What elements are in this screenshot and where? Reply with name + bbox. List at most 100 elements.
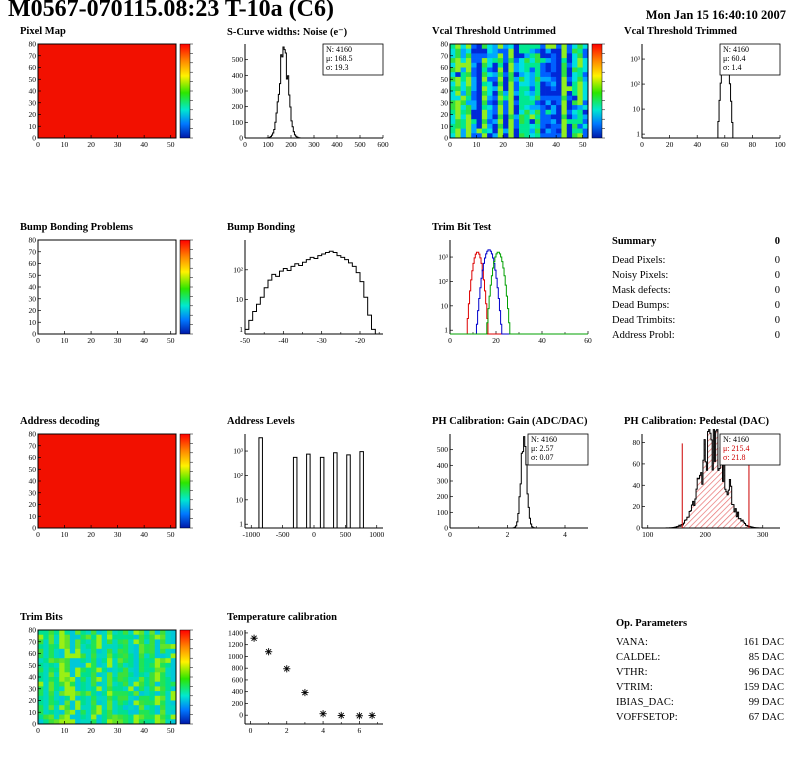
svg-text:1: 1 xyxy=(239,520,243,529)
svg-text:20: 20 xyxy=(666,140,674,149)
pixel-map-plot: 0 10 20 30 40 50 0 10 20 30 40 50 60 70 80 xyxy=(29,40,193,149)
svg-text:20: 20 xyxy=(633,502,641,511)
summary-title: Summary xyxy=(612,236,657,247)
svg-text:200: 200 xyxy=(700,530,712,539)
op-parameters-header: Op. Parameters xyxy=(616,616,784,632)
svg-text:4: 4 xyxy=(563,530,567,539)
svg-text:20: 20 xyxy=(29,110,37,119)
svg-text:-50: -50 xyxy=(240,336,250,345)
summary-label: Dead Pixels: xyxy=(612,255,666,266)
svg-text:600: 600 xyxy=(232,675,244,684)
summary-header: Summary 0 xyxy=(612,234,780,250)
svg-text:10: 10 xyxy=(236,495,244,504)
svg-text:80: 80 xyxy=(29,626,37,635)
svg-text:10: 10 xyxy=(61,336,69,345)
svg-text:70: 70 xyxy=(29,637,37,646)
svg-text:50: 50 xyxy=(579,140,587,149)
svg-text:σ: 1.4: σ: 1.4 xyxy=(723,63,742,72)
svg-text:500: 500 xyxy=(354,140,366,149)
summary-label: Noisy Pixels: xyxy=(612,270,669,281)
svg-text:60: 60 xyxy=(441,63,449,72)
op-value: 85 DAC xyxy=(748,652,784,663)
svg-text:50: 50 xyxy=(167,530,175,539)
svg-text:60: 60 xyxy=(29,649,37,658)
svg-text:2: 2 xyxy=(285,726,289,735)
svg-text:40: 40 xyxy=(29,477,37,486)
op-row-vthr: VTHR: 96 DAC xyxy=(616,665,784,680)
svg-text:10: 10 xyxy=(29,318,37,327)
chart-address-levels: Address Levels -1000 -500 0 500 1000 1 10 10² 10… xyxy=(215,416,415,543)
svg-text:0: 0 xyxy=(36,726,40,735)
svg-text:30: 30 xyxy=(526,140,534,149)
bump-bonding-plot: -50 -40 -30 -20 1 10 10² xyxy=(233,240,383,345)
svg-text:30: 30 xyxy=(114,726,122,735)
chart-trim-bits: Trim Bits 0 10 20 30 40 50 0 10 20 30 40 50 60 70 80 xyxy=(8,612,208,739)
chart-temperature-calibration: Temperature calibration 0 2 4 6 0 200 400 600 80… xyxy=(215,612,415,739)
summary-row-dead-pixels: Dead Pixels: 0 xyxy=(612,253,780,268)
svg-text:10: 10 xyxy=(61,140,69,149)
svg-text:10: 10 xyxy=(441,301,449,310)
svg-text:1000: 1000 xyxy=(228,652,243,661)
svg-text:40: 40 xyxy=(633,481,641,490)
svg-text:σ: 19.3: σ: 19.3 xyxy=(326,63,349,72)
svg-text:30: 30 xyxy=(29,488,37,497)
svg-text:σ: 21.8: σ: 21.8 xyxy=(723,453,746,462)
svg-text:30: 30 xyxy=(29,98,37,107)
svg-text:50: 50 xyxy=(29,465,37,474)
svg-text:50: 50 xyxy=(29,661,37,670)
svg-text:50: 50 xyxy=(441,75,449,84)
chart-title: PH Calibration: Gain (ADC/DAC) xyxy=(432,416,588,427)
chart-title: Trim Bits xyxy=(20,612,63,623)
svg-text:70: 70 xyxy=(29,441,37,450)
svg-text:40: 40 xyxy=(538,336,546,345)
svg-text:30: 30 xyxy=(29,684,37,693)
svg-text:1400: 1400 xyxy=(228,628,243,637)
svg-text:1: 1 xyxy=(444,326,448,335)
svg-text:60: 60 xyxy=(633,459,641,468)
svg-text:0: 0 xyxy=(32,330,36,339)
summary-label: Dead Bumps: xyxy=(612,300,670,311)
svg-text:20: 20 xyxy=(499,140,507,149)
svg-text:400: 400 xyxy=(232,687,244,696)
summary-label: Dead Trimbits: xyxy=(612,315,676,326)
chart-bump-bonding: Bump Bonding -50 -40 -30 -20 1 10 10² xyxy=(215,222,415,349)
trim-bit-test-plot: 0 20 40 60 1 10 10² 10³ xyxy=(438,240,592,345)
svg-text:0: 0 xyxy=(444,134,448,143)
svg-text:40: 40 xyxy=(140,140,148,149)
svg-text:40: 40 xyxy=(693,140,701,149)
chart-trim-bit-test: Trim Bit Test 0 20 40 60 1 10 10² 10³ xyxy=(420,222,620,349)
svg-text:20: 20 xyxy=(492,336,500,345)
svg-text:0: 0 xyxy=(444,524,448,533)
svg-text:N: 4160: N: 4160 xyxy=(723,45,749,54)
svg-text:80: 80 xyxy=(633,438,641,447)
svg-text:N: 4160: N: 4160 xyxy=(326,45,352,54)
svg-text:4: 4 xyxy=(321,726,325,735)
chart-title: Trim Bit Test xyxy=(432,222,492,233)
svg-text:400: 400 xyxy=(437,461,449,470)
svg-text:60: 60 xyxy=(584,336,592,345)
timestamp: Mon Jan 15 16:40:10 2007 xyxy=(645,8,786,22)
svg-text:20: 20 xyxy=(29,696,37,705)
chart-title: Bump Bonding Problems xyxy=(20,222,134,233)
svg-text:N: 4160: N: 4160 xyxy=(531,435,557,444)
svg-text:500: 500 xyxy=(232,55,244,64)
svg-text:60: 60 xyxy=(721,140,729,149)
chart-title: Bump Bonding xyxy=(227,222,295,233)
svg-text:0: 0 xyxy=(32,720,36,729)
svg-text:10: 10 xyxy=(473,140,481,149)
vcal-untrimmed-plot: 0 10 20 30 40 50 0 10 20 30 40 50 60 70 80 xyxy=(441,40,605,149)
op-parameters-title: Op. Parameters xyxy=(616,618,688,629)
chart-title: S-Curve widths: Noise (e⁻) xyxy=(227,27,348,38)
svg-text:μ: 2.57: μ: 2.57 xyxy=(531,444,554,453)
chart-pixel-map: Pixel Map 0 10 20 30 40 50 0 10 20 30 40 50 60 70 80 xyxy=(8,26,208,153)
svg-text:2: 2 xyxy=(506,530,510,539)
svg-text:-500: -500 xyxy=(276,530,290,539)
svg-text:80: 80 xyxy=(441,40,449,49)
op-label: VOFFSETOP: xyxy=(616,712,678,723)
address-decoding-plot: 0 10 20 30 40 50 0 10 20 30 40 50 60 70 80 xyxy=(29,430,193,539)
summary-row-mask-defects: Mask defects: 0 xyxy=(612,283,780,298)
svg-text:600: 600 xyxy=(377,140,389,149)
summary-row-dead-bumps: Dead Bumps: 0 xyxy=(612,298,780,313)
svg-text:0: 0 xyxy=(448,336,452,345)
